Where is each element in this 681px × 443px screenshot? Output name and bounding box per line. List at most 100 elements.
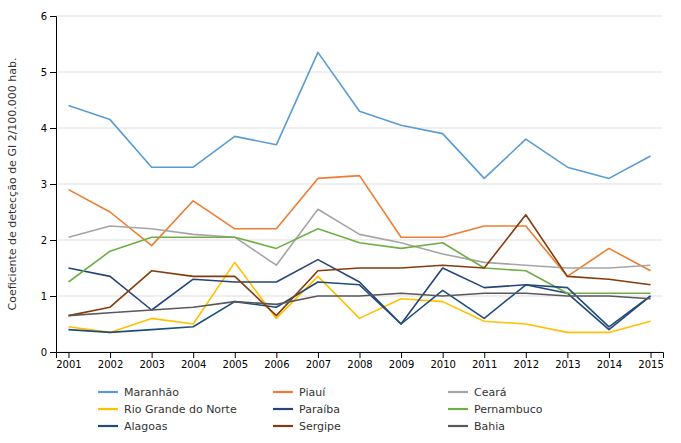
tick-label: 2001 bbox=[56, 359, 81, 370]
legend-label: Alagoas bbox=[124, 420, 168, 433]
tick-label: 2012 bbox=[514, 359, 539, 370]
legend-item: Ceará bbox=[448, 386, 506, 399]
tick-mark bbox=[526, 352, 527, 358]
legend: Maranhão Piauí Ceará Rio Grande do Norte Par… bbox=[98, 386, 543, 433]
tick-mark bbox=[50, 16, 56, 17]
tick-mark bbox=[651, 352, 652, 358]
grid-line bbox=[56, 184, 663, 185]
series-line bbox=[68, 52, 650, 178]
tick-mark bbox=[110, 352, 111, 358]
tick-mark bbox=[484, 352, 485, 358]
tick: 2001 bbox=[56, 352, 81, 370]
series-line bbox=[68, 215, 650, 316]
tick-label: 2015 bbox=[638, 359, 663, 370]
legend-item: Pernambuco bbox=[448, 403, 543, 416]
grid-line bbox=[56, 16, 663, 17]
tick-mark bbox=[276, 352, 277, 358]
legend-label: Rio Grande do Norte bbox=[124, 403, 237, 416]
plot: 2001200220032004200520062007200820092010… bbox=[6, 11, 664, 370]
legend-label: Ceará bbox=[474, 386, 506, 399]
tick-label: 2008 bbox=[347, 359, 372, 370]
series-line bbox=[68, 176, 650, 277]
series-line bbox=[68, 209, 650, 268]
tick-label: 2013 bbox=[555, 359, 580, 370]
grid-line bbox=[56, 72, 663, 73]
legend-item: Bahia bbox=[448, 420, 505, 433]
tick-mark bbox=[235, 352, 236, 358]
legend-swatch bbox=[448, 391, 468, 393]
chart: 2001200220032004200520062007200820092010… bbox=[0, 0, 681, 443]
grid-line bbox=[56, 240, 663, 241]
tick-mark bbox=[50, 352, 56, 353]
tick-mark bbox=[50, 240, 56, 241]
tick-label: 5 bbox=[41, 67, 47, 78]
tick: 2009 bbox=[389, 352, 414, 370]
legend-label: Sergipe bbox=[299, 420, 341, 433]
tick: 2010 bbox=[430, 352, 455, 370]
tick-mark bbox=[50, 184, 56, 185]
tick-label: 2002 bbox=[98, 359, 123, 370]
legend-swatch bbox=[273, 408, 293, 410]
tick-mark bbox=[567, 352, 568, 358]
tick-mark bbox=[50, 296, 56, 297]
tick-mark bbox=[318, 352, 319, 358]
legend-label: Piauí bbox=[299, 386, 326, 399]
legend-item: Piauí bbox=[273, 386, 326, 399]
tick-mark bbox=[68, 352, 69, 358]
tick-label: 2004 bbox=[181, 359, 206, 370]
tick: 2 bbox=[41, 235, 56, 246]
tick-mark bbox=[401, 352, 402, 358]
tick-mark bbox=[443, 352, 444, 358]
tick-label: 2007 bbox=[306, 359, 331, 370]
tick: 2003 bbox=[139, 352, 164, 370]
legend-swatch bbox=[98, 408, 118, 410]
tick-mark bbox=[50, 128, 56, 129]
tick: 2005 bbox=[223, 352, 248, 370]
tick-label: 0 bbox=[41, 347, 47, 358]
legend-label: Maranhão bbox=[124, 386, 179, 399]
tick: 2013 bbox=[555, 352, 580, 370]
y-axis-title: Coeficiente de detecção de GI 2/100.000 … bbox=[6, 57, 19, 310]
tick: 2007 bbox=[306, 352, 331, 370]
tick: 2008 bbox=[347, 352, 372, 370]
tick-label: 2 bbox=[41, 235, 47, 246]
tick: 2015 bbox=[638, 352, 663, 370]
tick-label: 2003 bbox=[139, 359, 164, 370]
tick-label: 3 bbox=[41, 179, 47, 190]
tick: 2012 bbox=[514, 352, 539, 370]
y-axis: 0 1 2 3 4 5 6 bbox=[41, 11, 57, 358]
legend-item: Rio Grande do Norte bbox=[98, 403, 237, 416]
legend-swatch bbox=[448, 425, 468, 427]
legend-label: Paraíba bbox=[299, 403, 340, 416]
tick-mark bbox=[360, 352, 361, 358]
tick: 0 bbox=[41, 347, 56, 358]
tick: 4 bbox=[41, 123, 56, 134]
x-axis: 2001 2002 2003 2004 2005 2006 2007 2008 2009 2010… bbox=[56, 352, 664, 370]
legend-item: Paraíba bbox=[273, 403, 340, 416]
legend-swatch bbox=[273, 391, 293, 393]
legend-swatch bbox=[98, 391, 118, 393]
legend-swatch bbox=[98, 425, 118, 427]
series-line bbox=[68, 282, 650, 332]
grid-line bbox=[56, 128, 663, 129]
tick: 2014 bbox=[597, 352, 622, 370]
tick: 2011 bbox=[472, 352, 497, 370]
tick-label: 4 bbox=[41, 123, 47, 134]
legend-swatch bbox=[273, 425, 293, 427]
legend-item: Maranhão bbox=[98, 386, 179, 399]
tick-label: 6 bbox=[41, 11, 47, 22]
legend-swatch bbox=[448, 408, 468, 410]
axis-line bbox=[50, 17, 57, 353]
tick: 2006 bbox=[264, 352, 289, 370]
legend-item: Alagoas bbox=[98, 420, 168, 433]
tick-mark bbox=[609, 352, 610, 358]
legend-label: Pernambuco bbox=[474, 403, 543, 416]
series-lines bbox=[68, 52, 650, 332]
tick-label: 2014 bbox=[597, 359, 622, 370]
tick-label: 2011 bbox=[472, 359, 497, 370]
tick-mark bbox=[152, 352, 153, 358]
series-line bbox=[68, 262, 650, 332]
tick-label: 2005 bbox=[223, 359, 248, 370]
tick-label: 1 bbox=[41, 291, 47, 302]
grid bbox=[56, 16, 663, 352]
